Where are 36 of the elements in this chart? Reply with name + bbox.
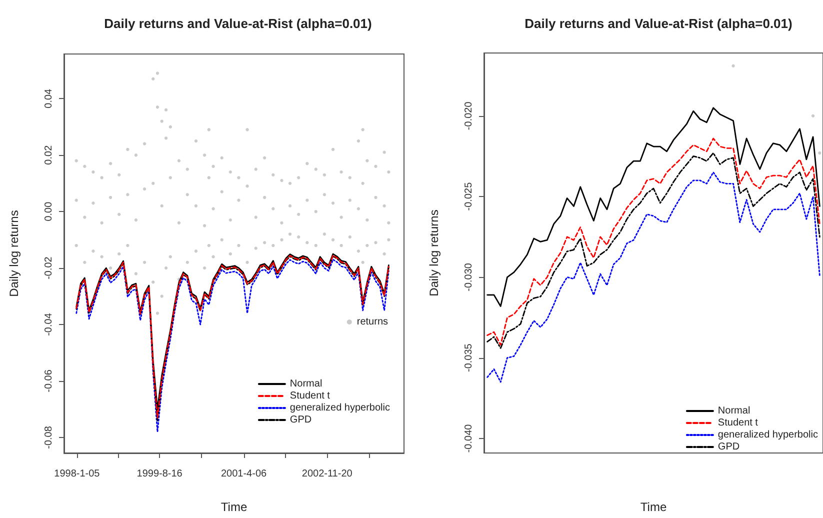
chart-title: Daily returns and Value-at-Rist (alpha=0.01) [524, 16, 792, 31]
y-tick-label: -0.030 [464, 262, 474, 292]
legend-label: Normal [290, 378, 322, 390]
line-series [486, 107, 820, 307]
y-tick-label: -0.02 [44, 256, 54, 280]
point [818, 151, 822, 155]
y-tick-label: -0.06 [44, 369, 54, 392]
legend-label: Student t [718, 418, 758, 428]
y-tick-label: -0.035 [464, 343, 474, 372]
x-tick-label: 1998-1-05 [54, 468, 100, 480]
y-axis-title: Daily log returns [7, 210, 21, 297]
y-tick-label: -0.040 [464, 424, 474, 453]
point [811, 114, 815, 118]
y-tick-label: -0.025 [464, 182, 474, 211]
y-tick-label: 0.02 [44, 144, 54, 165]
x-axis-title: Time [220, 500, 248, 514]
x-tick-label: 2001-4-06 [220, 468, 267, 480]
chart-title: Daily returns and Value-at-Rist (alpha=0.01) [104, 16, 372, 31]
x-tick-label: 1999-8-16 [136, 468, 183, 480]
y-tick-label: 0.04 [44, 88, 54, 108]
legend-label: GPD [290, 414, 312, 426]
legend-label: generalized hyperbolic [290, 402, 390, 414]
y-tick-label: -0.04 [44, 312, 54, 336]
legend-label: Normal [718, 406, 750, 416]
y-tick-label: -0.08 [44, 426, 54, 449]
y-tick-label: 0.00 [44, 201, 54, 222]
y-tick-label: -0.020 [464, 101, 474, 130]
legend-label: generalized hyperbolic [718, 430, 818, 440]
line-series [486, 172, 820, 383]
legend-label: returns [356, 316, 388, 328]
point [732, 64, 735, 68]
legend-label: GPD [718, 442, 740, 452]
legend-label: Student t [290, 390, 330, 402]
x-axis-title: Time [640, 500, 667, 514]
x-tick-label: 2002-11-20 [302, 468, 353, 480]
y-axis-title: Daily log returns [427, 210, 441, 296]
